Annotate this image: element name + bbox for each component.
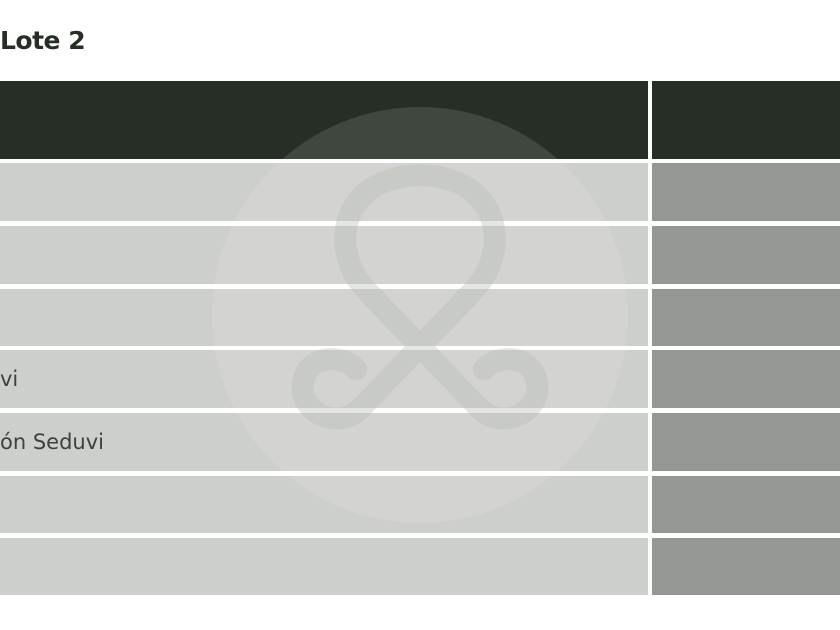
table-row xyxy=(0,538,840,595)
row-value-cell xyxy=(652,413,840,471)
row-label-cell xyxy=(0,289,648,346)
table-row: ón Seduvi xyxy=(0,413,840,471)
row-label-cell: ón Seduvi xyxy=(0,413,648,471)
row-value-cell xyxy=(652,163,840,221)
row-label-cell xyxy=(0,226,648,284)
row-label: vi xyxy=(0,367,19,391)
row-value-cell xyxy=(652,476,840,533)
table-row: vi xyxy=(0,350,840,408)
row-value-cell xyxy=(652,226,840,284)
row-value-cell xyxy=(652,350,840,408)
header-cell-left xyxy=(0,81,648,159)
row-value-cell xyxy=(652,289,840,346)
row-label: ón Seduvi xyxy=(0,430,104,454)
table-row xyxy=(0,163,840,221)
table-row xyxy=(0,476,840,533)
section-title: Lote 2 xyxy=(0,26,86,55)
table-row xyxy=(0,289,840,346)
row-value-cell xyxy=(652,538,840,595)
header-cell-right xyxy=(652,81,840,159)
row-label-cell xyxy=(0,538,648,595)
row-label-cell: vi xyxy=(0,350,648,408)
row-label-cell xyxy=(0,163,648,221)
table-row xyxy=(0,226,840,284)
row-label-cell xyxy=(0,476,648,533)
table-header xyxy=(0,81,840,159)
